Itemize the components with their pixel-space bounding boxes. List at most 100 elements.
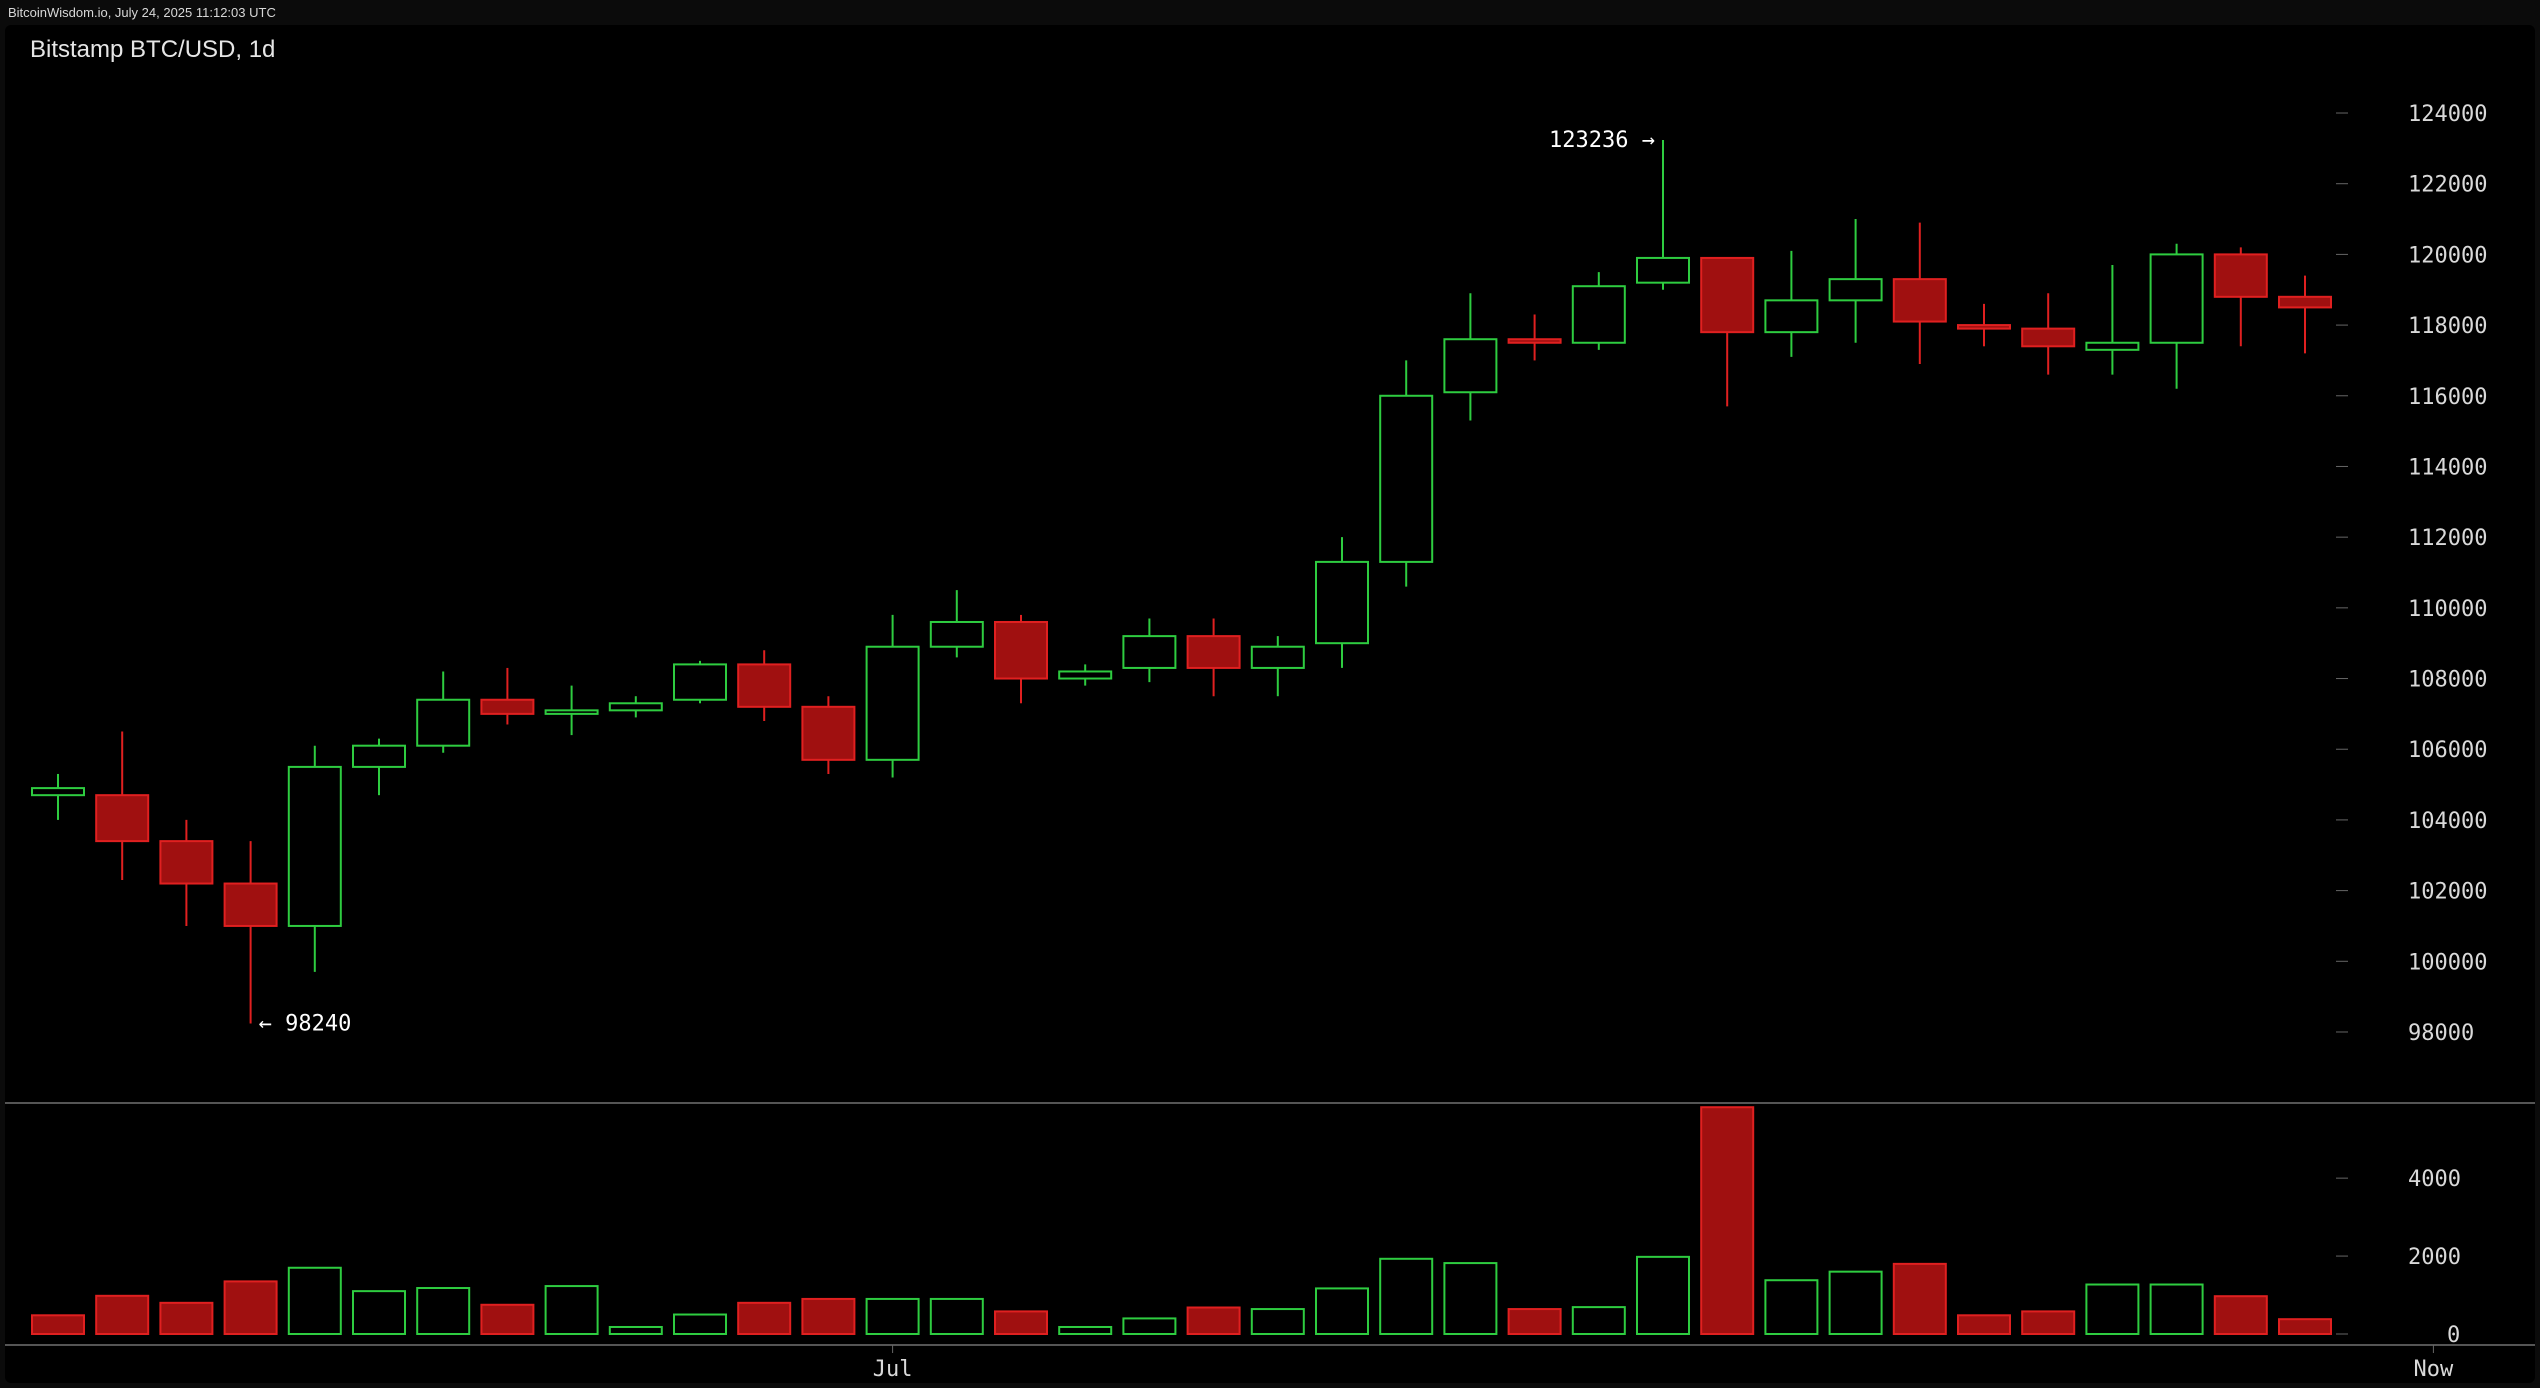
candle-down[interactable] (159, 840, 214, 885)
volume-bars (31, 1106, 2332, 1336)
candle-down[interactable] (480, 698, 535, 715)
candle-down[interactable] (2278, 295, 2332, 309)
volume-bar-up[interactable] (1828, 1270, 1883, 1335)
price-tick-label: 108000 (2408, 668, 2487, 693)
volume-bar-down[interactable] (1186, 1306, 1241, 1335)
candle-up[interactable] (608, 702, 663, 712)
candle-up[interactable] (287, 765, 342, 927)
volume-bar-down[interactable] (223, 1280, 278, 1336)
volume-bar-up[interactable] (1379, 1257, 1434, 1335)
volume-bar-up[interactable] (1122, 1317, 1177, 1336)
candle-up[interactable] (544, 709, 599, 715)
price-tick-label: 102000 (2408, 880, 2487, 905)
volume-bar-up[interactable] (1250, 1308, 1305, 1335)
candle-up[interactable] (1315, 560, 1369, 645)
candle-down[interactable] (1507, 338, 1562, 344)
x-tick-label: Jul (873, 1357, 913, 1382)
volume-bar-up[interactable] (1058, 1325, 1113, 1335)
price-tick-label: 110000 (2408, 597, 2487, 622)
volume-bar-up[interactable] (1571, 1306, 1626, 1335)
volume-bar-down[interactable] (2021, 1310, 2076, 1336)
candle-up[interactable] (929, 620, 984, 648)
volume-bar-down[interactable] (737, 1301, 792, 1336)
candle-down[interactable] (2213, 253, 2268, 298)
volume-bar-up[interactable] (1636, 1255, 1690, 1335)
price-tick-label: 114000 (2408, 455, 2487, 480)
volume-bar-up[interactable] (416, 1287, 471, 1335)
candle-down[interactable] (95, 794, 150, 843)
candle-down[interactable] (1892, 278, 1947, 323)
volume-bar-up[interactable] (2149, 1283, 2204, 1335)
volume-axis: 0 2000 4000 (2336, 1167, 2461, 1348)
volume-tick-label: 0 (2447, 1323, 2460, 1348)
volume-bar-down[interactable] (480, 1303, 535, 1336)
high-annotation: 123236 → (1549, 128, 1655, 153)
candle-up[interactable] (1122, 635, 1177, 669)
volume-bar-down[interactable] (31, 1314, 85, 1335)
volume-bar-up[interactable] (865, 1297, 920, 1335)
candle-up[interactable] (1828, 278, 1883, 302)
price-tick-label: 104000 (2408, 809, 2487, 834)
candle-up[interactable] (1571, 285, 1626, 344)
annotations: 123236 → ← 98240 (259, 128, 1655, 1036)
low-annotation: ← 98240 (259, 1012, 352, 1037)
candle-down[interactable] (994, 620, 1048, 680)
volume-bar-down[interactable] (1892, 1262, 1947, 1335)
volume-bar-up[interactable] (1764, 1279, 1819, 1335)
volume-bar-down[interactable] (1700, 1106, 1755, 1336)
price-tick-label: 100000 (2408, 950, 2487, 975)
x-axis: Jul Now (873, 1345, 2454, 1382)
x-tick-label: Now (2414, 1357, 2454, 1382)
volume-bar-up[interactable] (673, 1313, 727, 1335)
price-tick-label: 122000 (2408, 173, 2487, 198)
candle-up[interactable] (1443, 338, 1498, 394)
price-tick-label: 118000 (2408, 314, 2487, 339)
volume-bar-down[interactable] (95, 1294, 150, 1336)
chart-title: Bitstamp BTC/USD, 1d (30, 36, 276, 63)
candle-up[interactable] (1379, 394, 1434, 563)
price-tick-label: 116000 (2408, 385, 2487, 410)
volume-bar-down[interactable] (1507, 1308, 1562, 1335)
volume-bar-down[interactable] (801, 1297, 856, 1335)
candles (31, 140, 2332, 1024)
candle-down[interactable] (801, 705, 856, 761)
candle-up[interactable] (1058, 670, 1113, 680)
candle-up[interactable] (673, 663, 727, 701)
candle-up[interactable] (2085, 341, 2140, 351)
volume-bar-up[interactable] (2085, 1283, 2140, 1335)
price-axis: 98000 100000 102000 104000 106000 108000 11000… (2336, 102, 2487, 1046)
candle-down[interactable] (1957, 324, 2011, 330)
volume-tick-label: 4000 (2408, 1167, 2461, 1192)
volume-bar-down[interactable] (994, 1310, 1048, 1336)
volume-bar-up[interactable] (608, 1325, 663, 1335)
watermark: BitcoinWisdom.io, July 24, 2025 11:12:03… (8, 5, 276, 20)
volume-bar-down[interactable] (2278, 1318, 2332, 1336)
candle-down[interactable] (2021, 327, 2076, 348)
candle-up[interactable] (352, 744, 406, 768)
candle-down[interactable] (1700, 256, 1755, 334)
candle-up[interactable] (2149, 253, 2204, 344)
volume-bar-down[interactable] (1957, 1314, 2011, 1335)
candle-up[interactable] (31, 787, 85, 797)
price-tick-label: 120000 (2408, 243, 2487, 268)
volume-bar-down[interactable] (2213, 1295, 2268, 1336)
candle-up[interactable] (1636, 256, 1690, 284)
candle-up[interactable] (865, 645, 920, 761)
volume-bar-up[interactable] (544, 1285, 599, 1335)
volume-bar-up[interactable] (1443, 1262, 1498, 1336)
volume-bar-up[interactable] (929, 1297, 984, 1335)
candle-down[interactable] (1186, 635, 1241, 669)
candle-down[interactable] (737, 663, 792, 708)
volume-bar-up[interactable] (352, 1290, 406, 1336)
candle-up[interactable] (416, 698, 471, 747)
candle-down[interactable] (223, 882, 278, 927)
candle-up[interactable] (1250, 645, 1305, 669)
volume-tick-label: 2000 (2408, 1245, 2461, 1270)
volume-bar-up[interactable] (1315, 1287, 1369, 1336)
volume-bar-up[interactable] (287, 1266, 342, 1336)
price-tick-label: 98000 (2408, 1021, 2474, 1046)
candle-up[interactable] (1764, 299, 1819, 334)
volume-bar-down[interactable] (159, 1301, 214, 1336)
price-tick-label: 124000 (2408, 102, 2487, 127)
